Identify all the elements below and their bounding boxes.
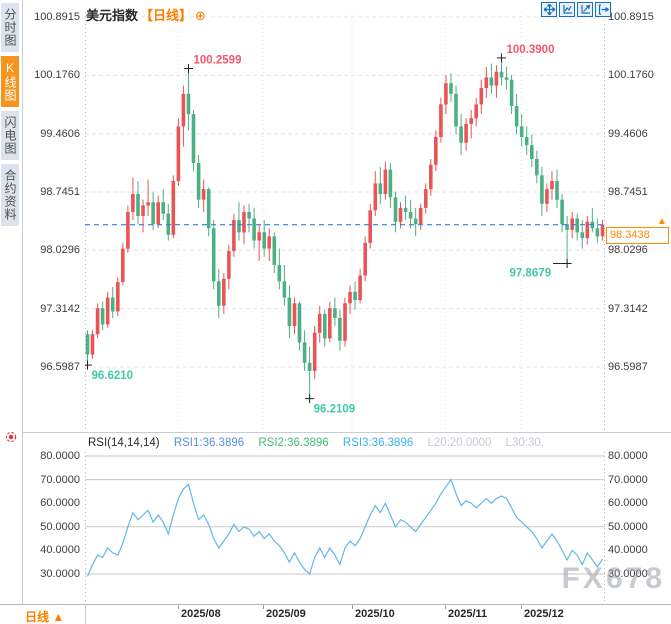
rsi-tick-label: 40.0000 [40,544,80,557]
fit-chart-icon[interactable] [559,2,575,17]
date-tick [352,605,353,609]
bottom-divider [85,605,86,624]
price-annotation: 96.2109 [305,394,355,416]
rsi-header: RSI(14,14,14) RSI1:36.3896 RSI2:36.3896 … [88,437,555,449]
date-tick [178,605,179,609]
rsi-l20: L20:20.0000 [427,437,492,449]
period-tag: 【日线】 [140,8,193,23]
chart-toolbar [541,2,611,17]
price-tick-label: 99.4606 [40,127,80,140]
date-tick [263,605,264,609]
scale-chart-icon[interactable] [577,2,593,17]
current-price-arrow: ▲ [657,215,667,227]
price-tick-label: 99.4606 [608,127,648,140]
rsi-params: RSI(14,14,14) [88,437,160,449]
rsi-l30: L30:30. [505,437,544,449]
price-tick-label: 98.0296 [608,244,648,257]
price-tick-label: 98.7451 [608,185,648,198]
rsi1-value: RSI1:36.3896 [173,437,245,449]
price-tick-label: 100.8915 [608,11,654,23]
svg-text:100.2599: 100.2599 [194,55,242,67]
rsi2-value: RSI2:36.3896 [258,437,329,449]
date-label: 2025/09 [266,608,306,620]
pan-icon[interactable] [541,2,557,17]
rsi-tick-label: 40.0000 [608,544,648,557]
rsi-tick-label: 50.0000 [608,520,648,533]
live-quote-icon [4,430,18,444]
price-tick-label: 96.5987 [40,360,80,373]
rsi-tick-label: 50.0000 [40,520,80,533]
rsi3-value: RSI3:36.3896 [342,437,414,449]
rsi-tick-label: 60.0000 [608,497,648,510]
price-tick-label: 96.5987 [608,360,648,373]
symbol-name: 美元指数 [86,8,139,23]
svg-text:97.8679: 97.8679 [510,268,552,280]
date-tick [445,605,446,609]
price-tick-label: 98.7451 [40,185,80,198]
rsi-tick-label: 70.0000 [608,473,648,486]
exit-chart-icon[interactable] [595,2,611,17]
svg-text:96.6210: 96.6210 [92,370,134,382]
rsi-tick-label: 30.0000 [40,568,80,580]
candles-group [85,57,605,399]
candlestick-chart[interactable]: 100.2599 100.3900 96.6210 96.2109 97.8679 [85,0,605,432]
sidebar-tab-3[interactable]: 闪电图 [1,111,19,160]
price-tick-label: 97.3142 [40,302,80,315]
rsi-tick-label: 80.0000 [608,450,648,462]
add-indicator-icon[interactable]: ⊕ [195,8,206,23]
date-label: 2025/11 [448,608,488,620]
svg-text:96.2109: 96.2109 [314,404,356,416]
period-selector[interactable]: 日线 ▲ [25,610,65,624]
price-tick-label: 97.3142 [608,302,648,315]
date-label: 2025/08 [181,608,221,620]
price-annotation: 100.2599 [183,55,242,73]
price-annotation: 100.3900 [496,44,555,63]
chart-title: 美元指数 【日线】 ⊕ [86,5,206,24]
price-tick-label: 100.8915 [34,11,80,23]
rsi-line [86,478,604,577]
sidebar-tab-4[interactable]: 合约资料 [1,164,19,226]
date-label: 2025/10 [355,608,395,620]
time-axis-bar: 日线 ▲ 2025/08 2025/09 2025/10 2025/11 2025/12 [0,604,671,624]
price-tick-label: 98.0296 [40,244,80,257]
rsi-tick-label: 70.0000 [40,473,80,486]
price-annotation: 97.8679 [510,259,572,280]
sidebar-tab-2[interactable]: K线图 [1,56,19,107]
rsi-tick-label: 60.0000 [40,497,80,510]
rsi-tick-label: 80.0000 [40,450,80,462]
rsi-tick-label: 30.0000 [608,568,648,580]
current-price-box: 98.3438 [606,226,669,244]
date-tick [521,605,522,609]
date-label: 2025/12 [524,608,564,620]
price-tick-label: 100.1760 [34,69,80,82]
price-annotation: 96.6210 [85,360,134,382]
rsi-chart[interactable] [85,437,605,604]
sidebar: 分时图 K线图闪电图合约资料 [0,0,23,604]
svg-text:100.3900: 100.3900 [507,44,555,56]
sidebar-tab-1[interactable]: 分时图 [1,3,19,52]
panel-divider [23,432,671,433]
price-tick-label: 100.1760 [608,69,654,82]
